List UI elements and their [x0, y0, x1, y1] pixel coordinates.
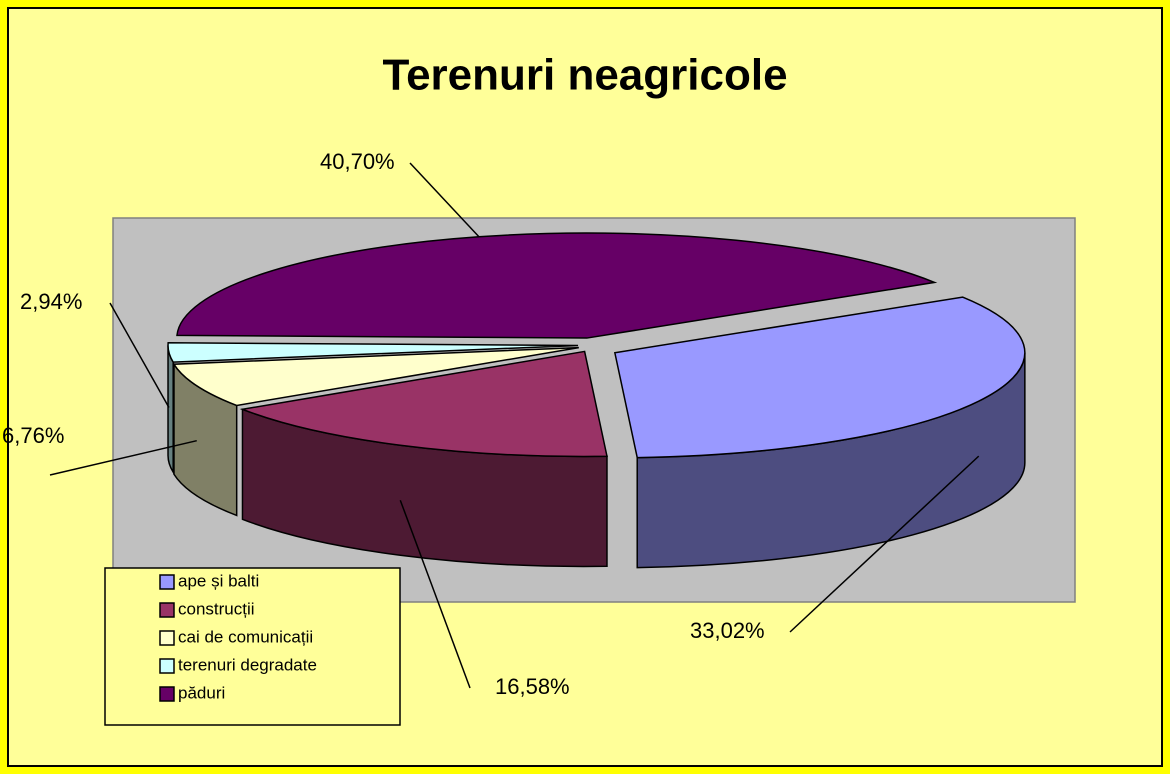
legend-label: terenuri degradate	[178, 655, 317, 674]
data-label: 40,70%	[320, 149, 395, 174]
leader-line	[409, 162, 480, 238]
slice	[239, 350, 608, 458]
legend-label: ape și balti	[178, 571, 259, 590]
leader-line	[109, 302, 170, 408]
slice-side	[167, 345, 174, 475]
pie	[167, 232, 1026, 569]
legend-label: păduri	[178, 683, 225, 702]
data-label: 33,02%	[690, 618, 765, 643]
slice	[172, 346, 579, 407]
data-label: 6,76%	[2, 423, 64, 448]
legend-label: cai de comunicații	[178, 627, 313, 646]
data-label: 16,58%	[495, 674, 570, 699]
slice	[167, 342, 579, 363]
legend-label: construcții	[178, 599, 255, 618]
data-label: 2,94%	[20, 289, 82, 314]
slice	[176, 232, 938, 339]
leader-line	[789, 455, 980, 633]
slice	[613, 296, 1026, 459]
legend-items: ape și balti construcții cai de comunicați…	[159, 571, 317, 702]
legend-swatch	[159, 658, 175, 674]
labels: 33,02% 16,58% 6,76% 2,94% 40,70%	[2, 149, 980, 699]
chart-title: Terenuri neagricole	[382, 51, 787, 100]
leader-line	[49, 439, 197, 476]
legend-swatch	[159, 686, 175, 702]
legend-swatch	[159, 602, 175, 618]
legend-swatch	[159, 630, 175, 646]
leader-line	[399, 499, 471, 689]
legend	[104, 567, 401, 726]
legend-swatch	[159, 574, 175, 590]
